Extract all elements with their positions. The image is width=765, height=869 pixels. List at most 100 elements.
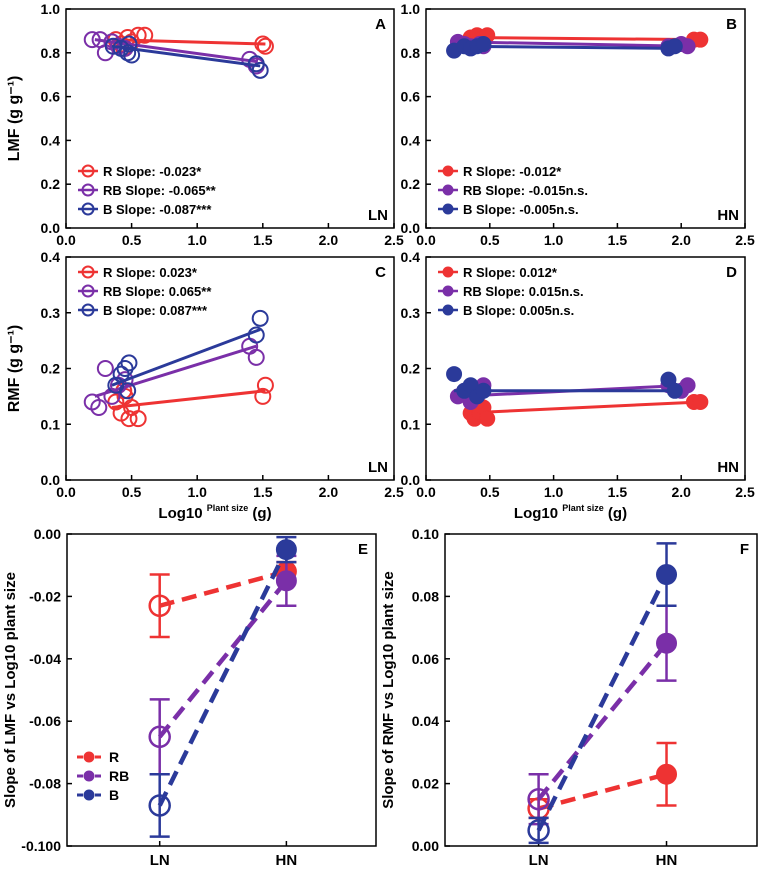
data-point (475, 382, 492, 399)
data-point (446, 366, 463, 383)
y-tick-label: 0.04 (412, 713, 439, 729)
x-tick-label: 2.5 (384, 232, 404, 248)
data-point (251, 61, 269, 79)
legend-label: B Slope: 0.005n.s. (463, 303, 574, 318)
y-tick-label: 0.8 (41, 45, 61, 61)
panel-label: A (375, 16, 386, 33)
legend-label: B Slope: -0.005n.s. (463, 202, 579, 217)
legend-label: R Slope: -0.023* (103, 164, 202, 179)
legend-marker (83, 770, 95, 782)
y-tick-label: 0.08 (412, 588, 439, 604)
mean-marker (527, 819, 550, 842)
x-tick-label: HN (276, 852, 298, 869)
legend: R Slope: -0.012* RB Slope: -0.015n.s. B Sl… (438, 164, 588, 217)
data-point (104, 37, 122, 55)
data-point (254, 387, 272, 405)
panel-corner-tag: HN (717, 207, 739, 224)
legend-marker (442, 285, 454, 297)
x-tick-label: 1.0 (187, 232, 207, 248)
series-RB (83, 337, 265, 417)
series-B (527, 542, 678, 845)
y-tick-label: 0.1 (41, 416, 61, 432)
data-point (692, 31, 709, 48)
panel-label: C (375, 264, 386, 281)
y-tick-label: -0.06 (29, 713, 61, 729)
data-point (247, 348, 265, 366)
panel-label: E (358, 541, 368, 558)
legend: R Slope: 0.023* RB Slope: 0.065** B Slope:… (78, 265, 212, 318)
data-point (123, 46, 141, 64)
y-tick-label: 0.6 (41, 89, 61, 105)
data-point (120, 35, 138, 53)
y-tick-label: 0.1 (401, 416, 421, 432)
legend-label: R Slope: 0.012* (463, 265, 558, 280)
panel-label: F (740, 541, 749, 558)
x-tick-label: 2.5 (735, 484, 755, 500)
x-tick-label: 0.0 (416, 484, 436, 500)
data-point (120, 354, 138, 372)
legend-label: B Slope: 0.087*** (103, 303, 208, 318)
data-point (254, 35, 272, 53)
legend-label: RB Slope: 0.015n.s. (463, 284, 584, 299)
y-tick-label: 0.8 (401, 45, 421, 61)
y-tick-label: 0.0 (41, 472, 61, 488)
y-tick-label: 0.06 (412, 651, 439, 667)
x-tick-label: 0.5 (480, 484, 500, 500)
fit-line (457, 40, 688, 48)
y-tick-label: -0.08 (29, 776, 61, 792)
x-tick-label: 2.0 (319, 484, 339, 500)
panel-E: -0.100 -0.08 -0.06 -0.04 -0.02 0.00 LN HN E Slope… (2, 526, 377, 869)
y-tick-label: 0.10 (412, 526, 439, 542)
data-point (120, 410, 138, 428)
legend-marker (442, 304, 454, 316)
series-RB (148, 554, 297, 776)
data-point (129, 410, 147, 428)
legend-marker (442, 165, 454, 177)
x-tick-label: LN (150, 852, 170, 869)
y-tick-label: -0.02 (29, 588, 61, 604)
legend-label: RB (109, 768, 129, 784)
panel-A: 0.0 0.2 0.4 0.6 0.8 1.0 0.0 0.5 1.0 1.5 2.0 2.5 A LN L… (6, 1, 404, 248)
dashed-trend (157, 548, 289, 807)
legend-label: R Slope: -0.012* (463, 164, 562, 179)
y-tick-label: 0.2 (41, 176, 61, 192)
x-tick-label: 1.5 (253, 232, 273, 248)
x-tick-label: 0.0 (56, 232, 76, 248)
y-tick-label: 0.2 (401, 176, 421, 192)
data-point (479, 410, 496, 427)
dashed-trend (536, 641, 669, 801)
series-B (148, 535, 297, 838)
data-point (96, 360, 114, 377)
y-axis-label: RMF (g g⁻¹) (6, 325, 23, 413)
series-B (107, 309, 269, 400)
panel-B: 0.0 0.2 0.4 0.6 0.8 1.0 0.0 0.5 1.0 1.5 2.0 2.5 B HN R… (401, 1, 755, 248)
x-tick-label: 1.0 (544, 484, 564, 500)
mean-marker (527, 787, 550, 811)
x-tick-label: 1.5 (253, 484, 273, 500)
y-axis-label: LMF (g g⁻¹) (6, 76, 23, 162)
legend: R Slope: -0.023* RB Slope: -0.065** B Slop… (78, 164, 217, 217)
panel-label: B (726, 16, 737, 33)
y-tick-label: 0.0 (401, 220, 421, 236)
legend-label: B Slope: -0.087*** (103, 202, 212, 217)
legend-label: B (109, 787, 119, 803)
panel-label: D (726, 264, 737, 281)
x-tick-label: 2.0 (671, 484, 691, 500)
legend: R Slope: 0.012* RB Slope: 0.015n.s. B Slop… (438, 265, 584, 318)
legend: R RB B (77, 749, 129, 803)
mean-marker (275, 539, 297, 561)
plot-frame (444, 533, 758, 847)
x-tick-label: 0.5 (480, 232, 500, 248)
x-tick-label: 1.5 (608, 232, 628, 248)
x-tick-label: 0.5 (122, 484, 142, 500)
mean-marker (148, 725, 171, 749)
panel-D: 0.0 0.1 0.2 0.3 0.4 0.0 0.5 1.0 1.5 2.0 2.5 D HN Log1… (401, 249, 755, 522)
mean-marker (148, 594, 171, 618)
data-point (247, 326, 265, 344)
data-point (666, 382, 683, 399)
series-B (446, 366, 683, 405)
y-tick-label: 0.3 (401, 305, 421, 321)
dashed-trend (536, 573, 669, 832)
legend-marker (81, 284, 95, 298)
